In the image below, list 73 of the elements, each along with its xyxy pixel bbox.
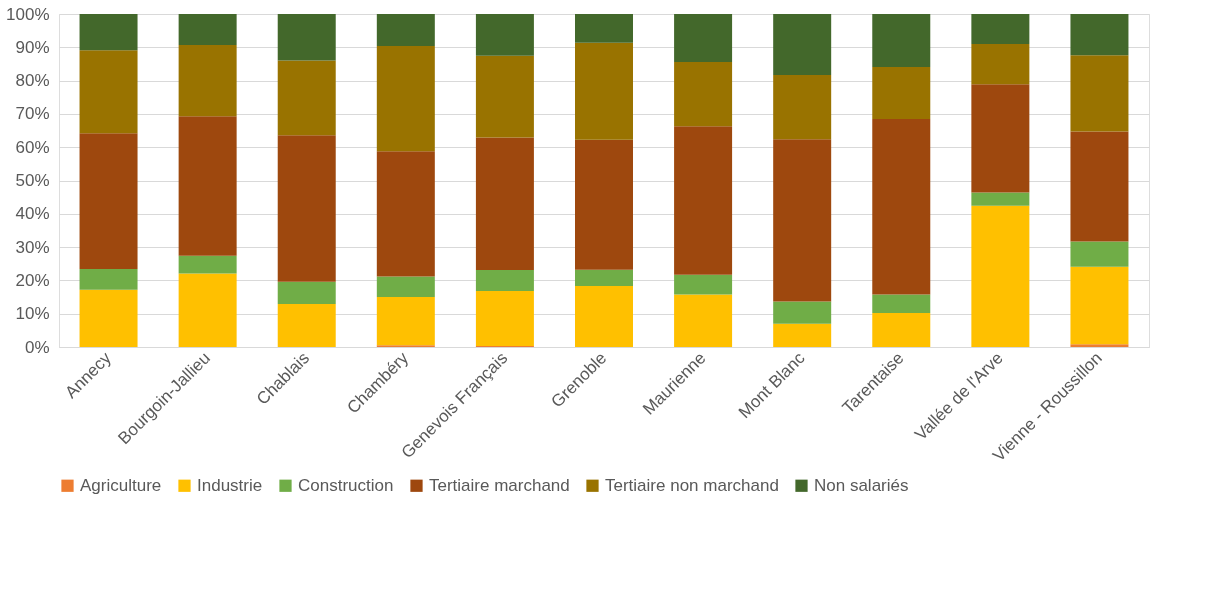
bar <box>79 50 138 134</box>
y-tick-label: 0% <box>24 337 50 357</box>
bar <box>475 291 534 346</box>
bar <box>79 14 138 51</box>
y-tick-label: 100% <box>6 4 50 24</box>
bar <box>277 304 336 347</box>
legend-label: Agriculture <box>80 475 162 495</box>
bar <box>475 270 534 292</box>
bar <box>773 139 832 302</box>
legend-label: Non salariés <box>814 475 909 495</box>
bar <box>277 281 336 305</box>
bar <box>575 42 633 140</box>
bar <box>971 14 1030 44</box>
bar <box>773 74 832 140</box>
y-tick-label: 60% <box>15 137 50 157</box>
bar <box>79 269 138 290</box>
bar <box>773 301 832 324</box>
bar <box>475 55 534 138</box>
bar <box>376 151 435 277</box>
legend-label: Construction <box>298 475 394 495</box>
legend-label: Tertiaire marchand <box>429 475 570 495</box>
y-tick-label: 30% <box>15 237 50 257</box>
bar <box>575 139 633 270</box>
bar <box>1070 241 1129 267</box>
bar <box>1070 14 1129 56</box>
bar <box>674 294 733 347</box>
bar <box>971 43 1030 85</box>
bar <box>79 289 138 347</box>
bar <box>575 14 633 43</box>
bar <box>674 126 733 275</box>
bar <box>575 269 633 287</box>
bar <box>872 66 931 119</box>
bar <box>376 297 435 346</box>
bar <box>773 323 832 347</box>
bar <box>79 133 138 270</box>
bar <box>872 118 931 295</box>
bar <box>178 14 237 45</box>
bar <box>773 14 832 75</box>
bar <box>376 14 435 46</box>
legend-label: Industrie <box>197 475 263 495</box>
bar <box>971 84 1030 193</box>
bar <box>872 294 931 314</box>
bar <box>376 276 435 298</box>
bar <box>178 255 237 274</box>
bar <box>475 14 534 56</box>
y-tick-label: 80% <box>15 71 50 91</box>
bar <box>674 61 733 127</box>
y-tick-label: 20% <box>15 270 50 290</box>
y-tick-label: 10% <box>15 304 50 324</box>
bar <box>674 274 733 295</box>
y-tick-label: 90% <box>15 37 50 57</box>
y-tick-label: 50% <box>15 171 50 190</box>
bar <box>277 135 336 282</box>
bar <box>376 45 435 152</box>
legend-label: Tertiaire non marchand <box>605 475 779 495</box>
bar <box>674 14 733 62</box>
bar <box>971 192 1030 206</box>
bar <box>1070 266 1129 345</box>
y-tick-label: 70% <box>15 104 50 124</box>
bar <box>971 205 1030 347</box>
bar <box>872 313 931 347</box>
bar <box>178 273 237 347</box>
y-tick-label: 40% <box>15 204 50 224</box>
bar <box>277 14 336 61</box>
bar <box>475 137 534 271</box>
bar <box>1070 55 1129 132</box>
bar <box>1070 131 1129 242</box>
bar <box>178 44 237 117</box>
bar <box>277 60 336 136</box>
bar <box>1070 344 1129 347</box>
bar <box>178 116 237 256</box>
bar <box>575 286 633 347</box>
bar <box>872 14 931 67</box>
